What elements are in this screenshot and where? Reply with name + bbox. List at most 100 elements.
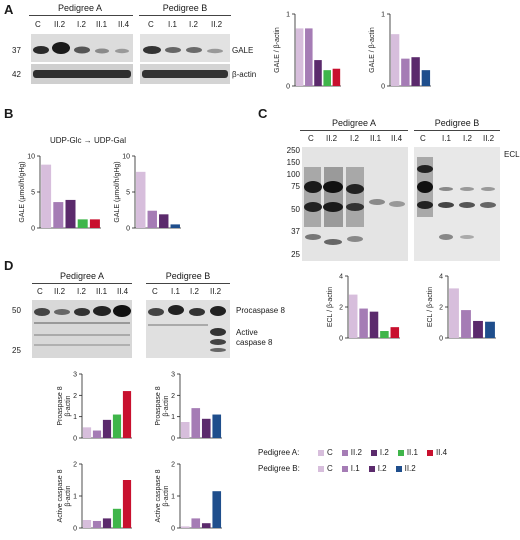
- bar-i-1: [147, 210, 157, 228]
- pedigree-a-underline: [300, 130, 408, 131]
- mw-marker: 50: [12, 306, 21, 315]
- pedigree-b-underline: [414, 130, 500, 131]
- y-axis-label: Active caspase 8β-actin: [155, 469, 170, 522]
- bar-c: [82, 520, 92, 528]
- y-tick-label: 1: [381, 12, 385, 19]
- y-tick-label: 3: [171, 372, 175, 379]
- chart-c2-ecl-ped-b: 0 2 4 ECL / β-actin: [427, 274, 496, 343]
- y-tick-label: 1: [171, 414, 175, 421]
- y-tick-label: 1: [73, 414, 77, 421]
- bar-c: [348, 294, 358, 338]
- pedigree-a-title: Pedigree A: [331, 118, 377, 128]
- bar-i-2: [369, 311, 379, 338]
- y-axis-label: GALE (μmol/h/gHg): [114, 161, 121, 222]
- lane-label: I.1: [442, 134, 451, 143]
- blot-d-caspase-ped-a: [32, 300, 132, 358]
- lane-label: C: [35, 20, 41, 29]
- bar-ii-2: [421, 70, 431, 86]
- y-tick-label: 1: [73, 494, 77, 501]
- pedigree-a-underline: [29, 15, 133, 16]
- bar-c: [41, 164, 52, 228]
- y-axis-label-line: Proaspase 8: [57, 386, 64, 425]
- y-axis-label-line: Active caspase 8: [57, 469, 64, 522]
- legend-label: Pedigree A:: [258, 448, 300, 457]
- legend-swatch: [341, 449, 348, 456]
- panel-letter-b: B: [4, 106, 14, 121]
- y-tick-label: 0: [73, 436, 77, 443]
- legend-pedigree-a: Pedigree A: C II.2 I.2 II.1 II.4: [258, 448, 456, 457]
- band-label-active-caspase-8: Active caspase 8: [236, 328, 273, 347]
- y-axis-label: GALE / β-actin: [369, 27, 376, 73]
- y-tick-label: 0: [73, 526, 77, 533]
- blot-c-ecl-ped-a: [302, 147, 408, 261]
- bar-i-1: [191, 408, 201, 438]
- blot-a-lane-labels-ped-b: C I.1 I.2 II.2: [140, 20, 230, 32]
- y-tick-label: 10: [122, 154, 130, 161]
- y-tick-label: 1: [171, 494, 175, 501]
- legend-label: Pedigree B:: [258, 464, 300, 473]
- bar-ii-2: [359, 308, 368, 338]
- y-tick-label: 0: [339, 336, 343, 343]
- y-tick-label: 1: [286, 12, 290, 19]
- blot-d-caspase-ped-b: [146, 300, 230, 358]
- bar-c: [295, 28, 304, 86]
- y-tick-label: 4: [339, 274, 343, 281]
- y-tick-label: 0: [31, 226, 35, 233]
- blot-a-gale-ped-b: [140, 34, 230, 62]
- y-tick-label: 5: [126, 190, 130, 197]
- mw-marker: 75: [291, 182, 300, 191]
- lane-label: II.2: [210, 287, 222, 296]
- y-axis-label-line: Active caspase 8: [155, 469, 162, 522]
- y-tick-label: 2: [439, 305, 443, 312]
- blot-a-actin-ped-b: [140, 64, 230, 84]
- bar-ii-4: [390, 327, 400, 338]
- mw-marker: 37: [291, 227, 300, 236]
- chart-a2-gale-ped-b: 0 1 GALE / β-actin: [369, 12, 431, 91]
- y-tick-label: 0: [171, 436, 175, 443]
- bar-i-2: [473, 320, 483, 338]
- y-axis-label: Active caspase 8β-actin: [57, 469, 72, 522]
- blot-d-lane-labels-ped-b: C I.1 I.2 II.2: [146, 287, 230, 299]
- chart-c1-ecl-ped-a: 0 2 4 ECL / β-actin: [327, 274, 400, 343]
- y-tick-label: 2: [171, 462, 175, 469]
- pedigree-b-underline: [146, 283, 230, 284]
- mw-marker: 25: [291, 250, 300, 259]
- legend-swatch: [341, 465, 348, 472]
- panel-letter-a: A: [4, 2, 14, 17]
- pedigree-a-underline: [32, 283, 132, 284]
- bar-i-2: [102, 518, 112, 528]
- legend-swatch: [368, 465, 375, 472]
- panel-letter-d: D: [4, 258, 14, 273]
- y-tick-label: 0: [439, 336, 443, 343]
- bar-ii-1: [112, 414, 122, 438]
- lane-label: I.1: [171, 287, 180, 296]
- band-label-procaspase-8: Procaspase 8: [236, 306, 285, 315]
- legend-item: II.2: [404, 464, 416, 473]
- lane-label: II.2: [483, 134, 495, 143]
- y-tick-label: 5: [31, 190, 35, 197]
- bar-ii-4: [122, 391, 132, 438]
- lane-label: II.2: [54, 20, 66, 29]
- pedigree-b-title: Pedigree B: [434, 118, 480, 128]
- lane-label: C: [152, 287, 158, 296]
- y-tick-label: 0: [286, 84, 290, 91]
- lane-label: C: [308, 134, 314, 143]
- y-axis-label: ECL / β-actin: [327, 287, 334, 327]
- legend-pedigree-b: Pedigree B: C I.1 I.2 II.2: [258, 464, 425, 473]
- legend-swatch: [370, 449, 377, 456]
- legend-swatch: [397, 449, 404, 456]
- bar-ii-1: [77, 219, 88, 228]
- lane-label: II.4: [391, 134, 403, 143]
- lane-label: I.2: [190, 287, 199, 296]
- lane-label: I.2: [77, 287, 86, 296]
- bar-i-2: [314, 60, 322, 86]
- bar-ii-2: [53, 202, 64, 228]
- bar-ii-2: [92, 430, 102, 438]
- y-tick-label: 0: [171, 526, 175, 533]
- bar-i-1: [461, 310, 471, 338]
- bar-c: [449, 288, 459, 338]
- y-tick-label: 4: [439, 274, 443, 281]
- pedigree-b-title: Pedigree B: [165, 271, 211, 281]
